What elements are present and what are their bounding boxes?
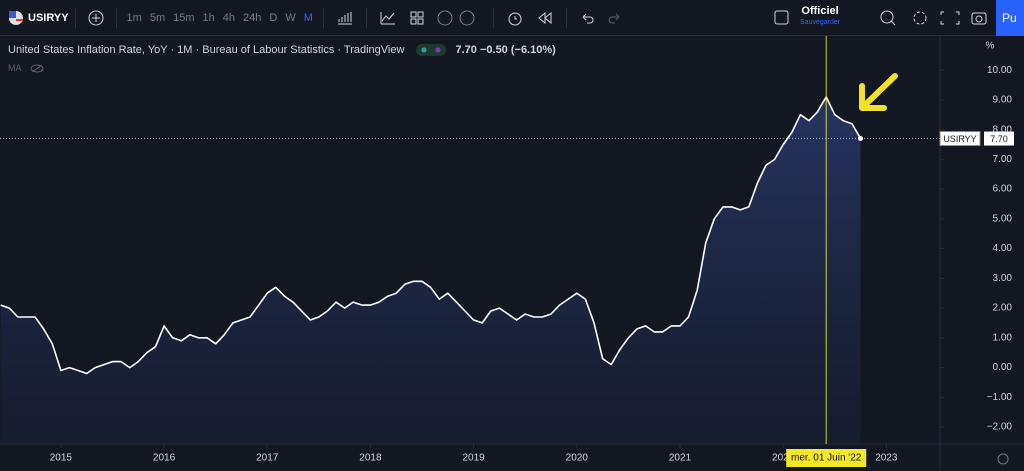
interval-button[interactable]: 4h bbox=[222, 11, 236, 24]
x-tick-label: 2023 bbox=[875, 453, 898, 464]
alert-icon[interactable] bbox=[506, 10, 524, 26]
intervals: 1m 5m 15m 1h 4h 24h D W M bbox=[123, 12, 317, 24]
interval-button[interactable]: D bbox=[269, 11, 278, 24]
y-tick-label: 9.00 bbox=[993, 95, 1013, 106]
publish-button[interactable]: Pu bbox=[996, 0, 1024, 36]
y-tick-label: 0.00 bbox=[993, 362, 1013, 373]
y-tick-label: 10.00 bbox=[987, 65, 1012, 76]
line bbox=[0, 96, 862, 375]
interval-button[interactable]: 1h bbox=[202, 11, 215, 24]
settings-icon bbox=[997, 453, 1009, 465]
checkbox-icon[interactable] bbox=[774, 10, 790, 26]
crosshair-label: mer. 01 Juin '22 bbox=[791, 453, 862, 464]
indicator-name: MA bbox=[8, 63, 22, 73]
y-tick-label: 7.00 bbox=[993, 154, 1013, 165]
interval-button[interactable]: 1m bbox=[126, 11, 142, 24]
layout-name[interactable]: Officiel Sauvegarder bbox=[800, 6, 840, 28]
chart-type-icons[interactable] bbox=[437, 10, 481, 26]
indicator-label[interactable]: MA bbox=[8, 63, 44, 73]
separator bbox=[322, 7, 324, 28]
x-tick-label: 2016 bbox=[153, 453, 176, 464]
legend-toggles[interactable] bbox=[415, 44, 446, 57]
x-tick-label: 2018 bbox=[359, 453, 382, 464]
y-tick-label: 2.00 bbox=[993, 303, 1013, 314]
unit-label: % bbox=[986, 41, 995, 52]
layout-status: Sauvegarder bbox=[800, 19, 841, 26]
y-tick-label: −2.00 bbox=[987, 422, 1013, 433]
last-point bbox=[858, 136, 864, 142]
y-tick-label: 8.00 bbox=[993, 124, 1013, 135]
toolbar: USIRYY 1m 5m 15m 1h 4h 24h D W M Officiel Sauvega… bbox=[0, 0, 1024, 36]
separator bbox=[74, 7, 76, 28]
interval-button[interactable]: M bbox=[303, 11, 313, 24]
interval-button[interactable]: 15m bbox=[173, 11, 195, 24]
legend-values: 7.70 −0.50 (−6.10%) bbox=[455, 44, 556, 56]
symbol[interactable]: USIRYY bbox=[28, 11, 69, 24]
layouts-icon[interactable] bbox=[409, 10, 425, 26]
last-value-label: 7.70 bbox=[990, 134, 1008, 144]
x-tick-label: 2015 bbox=[50, 453, 73, 464]
area bbox=[0, 96, 861, 445]
separator bbox=[565, 7, 567, 28]
x-tick-label: 2019 bbox=[462, 453, 485, 464]
annotation-arrow bbox=[859, 73, 898, 111]
y-tick-label: 4.00 bbox=[993, 243, 1013, 254]
chart: % −2.00 −1.00 0.00 1.00 2.00 3.00 4.00 5.00 6.00… bbox=[0, 36, 1024, 471]
interval-button[interactable]: W bbox=[285, 11, 296, 24]
x-tick-label: 2021 bbox=[669, 453, 692, 464]
indicators-icon[interactable] bbox=[379, 10, 397, 26]
flag-icon bbox=[9, 10, 23, 25]
separator bbox=[492, 7, 494, 28]
y-tick-label: 5.00 bbox=[993, 213, 1013, 224]
replay-icon[interactable] bbox=[536, 10, 554, 26]
x-tick-label: 2020 bbox=[566, 453, 589, 464]
y-tick-label: 1.00 bbox=[993, 332, 1013, 343]
right-icons[interactable] bbox=[878, 9, 988, 27]
separator bbox=[365, 7, 367, 28]
redo-icon bbox=[608, 13, 620, 23]
y-tick-label: −1.00 bbox=[987, 392, 1013, 403]
legend-title: United States Inflation Rate, YoY · 1M ·… bbox=[8, 44, 405, 56]
undo-icon[interactable] bbox=[579, 10, 595, 26]
interval-button[interactable]: 5m bbox=[149, 11, 166, 24]
series-name-box bbox=[939, 131, 981, 147]
x-tick-label: 2022 bbox=[772, 453, 795, 464]
crosshair-label-box bbox=[786, 449, 867, 467]
x-tick-label: 2017 bbox=[256, 453, 279, 464]
separator bbox=[115, 7, 117, 28]
series-name-label: USIRYY bbox=[943, 134, 976, 144]
layout-title: Officiel bbox=[801, 5, 839, 17]
interval-button[interactable]: 24h bbox=[243, 11, 262, 24]
add-icon[interactable] bbox=[88, 10, 104, 26]
bars-icon[interactable] bbox=[336, 10, 354, 26]
last-value-box bbox=[984, 131, 1014, 146]
hide-icon[interactable] bbox=[30, 64, 44, 73]
legend: United States Inflation Rate, YoY · 1M ·… bbox=[8, 44, 556, 57]
y-tick-label: 3.00 bbox=[993, 273, 1013, 284]
y-tick-label: 6.00 bbox=[993, 184, 1013, 195]
